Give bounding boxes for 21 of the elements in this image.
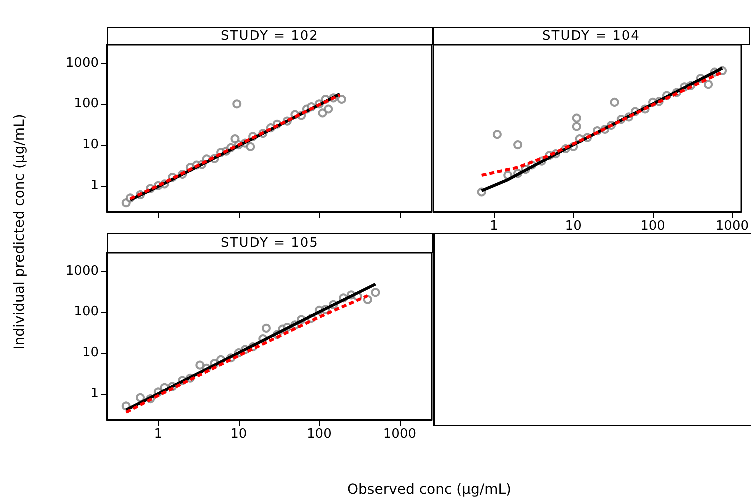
chart-title: STUDY = 102 [107, 27, 433, 45]
x-tick-label: 10 [230, 427, 248, 442]
x-tick-label: 10 [565, 219, 582, 234]
x-axis-title: Observed conc (µg/mL) [346, 482, 512, 498]
x-tick-label: 1 [490, 219, 498, 234]
y-tick-label: 1 [90, 386, 99, 402]
x-tick-label: 100 [307, 427, 332, 442]
chart-title: STUDY = 105 [107, 233, 433, 253]
y-tick-label: 10 [82, 138, 99, 153]
y-tick-label: 1000 [66, 56, 99, 71]
chart-title: STUDY = 104 [433, 27, 750, 45]
y-tick-label: 1 [90, 178, 99, 194]
y-tick-label: 100 [74, 96, 99, 112]
x-tick-label: 1000 [383, 427, 417, 442]
y-tick-label: 100 [74, 304, 99, 320]
y-tick-label: 10 [82, 346, 99, 361]
x-tick-label: 1000 [716, 219, 750, 234]
x-tick-label: 100 [640, 219, 666, 234]
y-axis-title: Individual predicted conc (µg/mL) [12, 114, 28, 350]
y-tick-label: 1000 [66, 264, 99, 279]
x-tick-label: 1 [154, 427, 163, 442]
